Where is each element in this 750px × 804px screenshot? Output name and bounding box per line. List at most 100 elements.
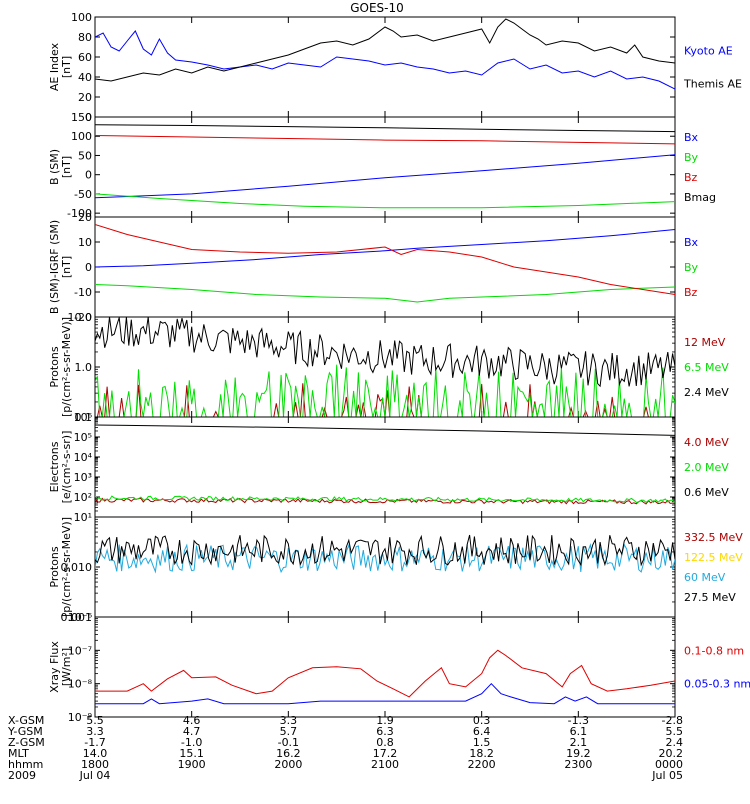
- y-axis-label: Protons[p/(cm²-s-sr-MeV)]: [48, 317, 73, 417]
- legend-entry: Themis AE: [683, 78, 742, 91]
- y-tick-label: 10⁻⁶: [68, 611, 93, 624]
- y-axis-label: AE Index[nT]: [48, 42, 73, 91]
- y-tick-label: 10⁻⁷: [68, 644, 92, 657]
- table-cell: 1900: [178, 758, 206, 771]
- table-cell: 4.6: [183, 714, 201, 727]
- legend-entry: 0.05-0.3 nm: [684, 678, 750, 691]
- y-tick-label: 100: [71, 11, 92, 24]
- y-tick-label: 0.001: [61, 611, 93, 624]
- table-cell: 15.1: [179, 747, 204, 760]
- y-tick-label: 150: [71, 111, 92, 124]
- panel-5: 10¹ 10² 10³ 10⁴ 10⁵ 10⁶Electrons[e/(cm²-s-sr)…: [48, 411, 729, 524]
- legend-entry: 332.5 MeV: [684, 531, 743, 544]
- y-tick-label: 10⁻⁸: [68, 678, 93, 691]
- y-tick-label: 40: [78, 71, 92, 84]
- table-cell: 19.2: [566, 747, 591, 760]
- legend-entry: Bmag: [684, 191, 716, 204]
- legend-entry: 6.5 MeV: [684, 361, 729, 374]
- y-tick-label: 20: [78, 211, 92, 224]
- table-cell: 2100: [371, 758, 399, 771]
- y-tick-label: 10.0: [68, 311, 93, 324]
- table-row-label: X-GSM: [8, 714, 44, 727]
- legend-entry: Bx: [684, 131, 699, 144]
- y-tick-label: 10¹: [74, 511, 92, 524]
- table-cell: 2300: [564, 758, 592, 771]
- y-axis-label: B (SM)[nT]: [48, 149, 73, 185]
- y-tick-label: 100: [71, 130, 92, 143]
- y-tick-label: 0: [85, 169, 92, 182]
- y-tick-label: -100: [67, 207, 92, 220]
- legend-entry: By: [684, 151, 699, 164]
- legend-entry: 0.6 MeV: [684, 486, 729, 499]
- y-tick-label: 10: [78, 236, 92, 249]
- series-line-bmag: [95, 124, 675, 133]
- panel-7: 10⁻⁹ 10⁻⁸ 10⁻⁷ 10⁻⁶ Xray Flux[W/m²] 0.1-0.8 n…: [48, 611, 750, 724]
- table-row-label: MLT: [8, 747, 29, 760]
- y-tick-label: 0: [85, 261, 92, 274]
- table-cell: 1.9: [376, 714, 394, 727]
- legend-entry: Bz: [684, 171, 698, 184]
- legend-entry: Bx: [684, 236, 699, 249]
- y-axis-label: Electrons[e/(cm²-s-sr)]: [48, 431, 73, 504]
- legend-entry: Kyoto AE: [684, 44, 733, 57]
- series-line-4-0-mev: [95, 497, 675, 505]
- series-line-0-05-0-3-nm: [95, 682, 675, 705]
- table-cell: -1.3: [568, 714, 589, 727]
- series-line-60-mev: [95, 543, 675, 574]
- legend-entry: 2.4 MeV: [684, 386, 729, 399]
- series-line-2-4-mev: [95, 317, 675, 388]
- panel-3: -20 -10 0 10 20 B (SM)-IGRF (SM)[nT] Bx By Bz: [48, 211, 699, 324]
- legend-entry: Bz: [684, 286, 698, 299]
- table-cell: 5.7: [280, 725, 298, 738]
- chart-title: GOES-10: [350, 1, 404, 15]
- panel-2: -100 -50 0 50 100 150 B (SM)[nT] Bx By Bz Bmag: [48, 111, 716, 220]
- series-line-0-1-0-8-nm: [95, 649, 675, 698]
- series-line-by: [95, 284, 675, 303]
- y-tick-label: 80: [78, 31, 92, 44]
- table-cell: 1800: [81, 758, 109, 771]
- legend-entry: 122.5 MeV: [684, 551, 743, 564]
- table-cell: 6.3: [376, 725, 394, 738]
- table-cell: 2.4: [666, 736, 684, 749]
- panel-frame: [94, 116, 676, 218]
- y-tick-label: 1.0: [75, 361, 93, 374]
- table-cell: 4.7: [183, 725, 201, 738]
- table-cell: 6.1: [570, 725, 588, 738]
- series-line-bx: [95, 229, 675, 268]
- series-line-27-5-mev: [95, 534, 675, 567]
- table-cell: 16.2: [276, 747, 301, 760]
- y-tick-label: 0.010: [61, 561, 93, 574]
- y-tick-label: 0: [85, 111, 92, 124]
- series-line-bx: [95, 154, 675, 199]
- series-line-by: [95, 193, 675, 209]
- table-cell: 0.8: [376, 736, 394, 749]
- series-line-bz: [95, 135, 675, 145]
- table-cell: Jul 04: [79, 769, 111, 782]
- y-tick-label: 10⁴: [74, 451, 93, 464]
- table-cell: 5.5: [86, 714, 104, 727]
- table-cell: -1.0: [181, 736, 202, 749]
- x-axis-table: X-GSMY-GSMZ-GSMMLThhmm20095.53.3-1.714.0…: [7, 714, 683, 782]
- panel-1: 0 20 40 60 80 100 AE Index[nT] Kyoto AE Themis A…: [48, 11, 742, 124]
- table-cell: 14.0: [83, 747, 108, 760]
- table-cell: 3.3: [280, 714, 298, 727]
- panel-frame: [94, 216, 676, 318]
- y-tick-label: 10⁶: [74, 411, 93, 424]
- legend-entry: 2.0 MeV: [684, 461, 729, 474]
- legend-entry: By: [684, 261, 699, 274]
- table-cell: -2.8: [662, 714, 683, 727]
- table-cell: 2.1: [570, 736, 588, 749]
- series-line-6-5-mev: [95, 364, 675, 417]
- table-cell: 20.2: [659, 747, 684, 760]
- table-row-label: hhmm: [8, 758, 43, 771]
- table-row-label: Z-GSM: [8, 736, 45, 749]
- table-row-label: 2009: [8, 769, 36, 782]
- y-tick-label: 10⁵: [74, 431, 92, 444]
- y-tick-label: 50: [78, 149, 92, 162]
- series-line-themis-ae: [95, 18, 675, 82]
- legend-entry: 4.0 MeV: [684, 436, 729, 449]
- table-cell: 5.5: [666, 725, 684, 738]
